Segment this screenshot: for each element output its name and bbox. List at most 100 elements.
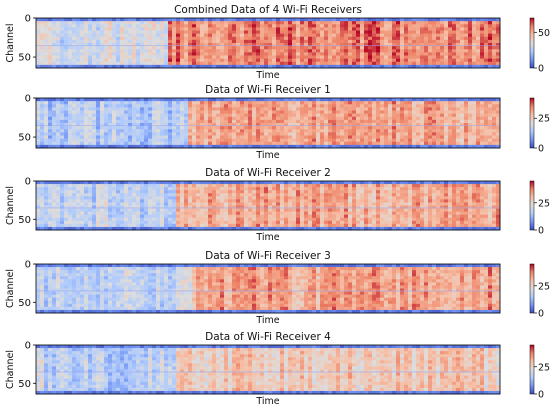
heatmap-cell [60, 205, 65, 209]
heatmap-cell [168, 36, 173, 41]
heatmap-cell [484, 126, 489, 130]
heatmap-cell [288, 58, 293, 63]
heatmap-cell [188, 55, 193, 60]
heatmap-cell [408, 126, 413, 130]
heatmap-cell [260, 126, 265, 130]
heatmap-cell [116, 39, 121, 44]
heatmap-cell [256, 132, 261, 136]
heatmap-cell [212, 43, 217, 47]
heatmap-cell [176, 211, 181, 216]
heatmap-cell [264, 49, 269, 53]
heatmap-cell [52, 116, 57, 121]
heatmap-cell [176, 33, 181, 38]
heatmap-cell [272, 193, 277, 197]
heatmap-cell [144, 202, 149, 206]
heatmap-cell [348, 113, 353, 118]
heatmap-cell [264, 55, 269, 60]
heatmap-cell [196, 27, 201, 31]
heatmap-cell [336, 101, 341, 105]
heatmap-cell [88, 52, 93, 56]
heatmap-cell [456, 107, 461, 111]
heatmap-cell [200, 58, 205, 63]
heatmap-cell [344, 101, 349, 105]
heatmap-cell [92, 199, 97, 203]
heatmap-cell [308, 129, 313, 133]
heatmap-cell [364, 144, 369, 149]
heatmap-cell [144, 30, 149, 35]
heatmap-cell [256, 126, 261, 130]
heatmap-cell [456, 104, 461, 108]
heatmap-cell [316, 110, 321, 115]
heatmap-cell [212, 27, 217, 31]
heatmap-cell [196, 43, 201, 47]
heatmap-cell [116, 196, 121, 200]
heatmap-cell [196, 98, 201, 102]
heatmap-cell [108, 30, 113, 35]
heatmap-cell [56, 220, 61, 225]
heatmap-cell [280, 110, 285, 115]
heatmap-cell [68, 184, 73, 188]
heatmap-cell [164, 202, 169, 206]
heatmap-cell [308, 52, 313, 56]
heatmap-cell [220, 132, 225, 136]
heatmap-cell [168, 202, 173, 206]
heatmap-cell [348, 18, 353, 22]
heatmap-cell [248, 193, 253, 197]
heatmap-cell [284, 187, 289, 191]
heatmap-cell [176, 205, 181, 209]
heatmap-cell [472, 18, 477, 22]
heatmap-cell [296, 193, 301, 197]
heatmap-cell [168, 181, 173, 185]
heatmap-cell [344, 226, 349, 231]
heatmap-cell [104, 223, 109, 228]
heatmap-cell [172, 61, 177, 66]
heatmap-cell [456, 119, 461, 124]
heatmap-cell [360, 107, 365, 111]
heatmap-cell [456, 49, 461, 53]
heatmap-cell [364, 24, 369, 28]
heatmap-cell [104, 202, 109, 206]
heatmap-cell [128, 43, 133, 47]
heatmap-cell [124, 116, 129, 121]
heatmap-cell [384, 104, 389, 108]
heatmap-cell [360, 98, 365, 102]
heatmap-cell [144, 138, 149, 143]
heatmap-cell [68, 39, 73, 44]
heatmap-cell [68, 46, 73, 50]
heatmap-cell [164, 64, 169, 69]
heatmap-cell [192, 226, 197, 231]
heatmap-cell [232, 30, 237, 35]
heatmap-cell [232, 39, 237, 44]
heatmap-cell [260, 104, 265, 108]
heatmap-cell [92, 193, 97, 197]
heatmap-cell [336, 144, 341, 149]
heatmap-cell [372, 123, 377, 127]
heatmap-cell [380, 33, 385, 38]
heatmap-cell [176, 18, 181, 22]
heatmap-cell [276, 208, 281, 213]
heatmap-cell [208, 61, 213, 66]
heatmap-cell [232, 205, 237, 209]
heatmap-cell [388, 141, 393, 146]
heatmap-cell [184, 36, 189, 41]
heatmap-cell [216, 184, 221, 188]
heatmap-cell [152, 46, 157, 50]
heatmap-cell [160, 226, 165, 231]
heatmap-cell [160, 52, 165, 56]
heatmap-cell [460, 27, 465, 31]
heatmap-cell [188, 27, 193, 31]
heatmap-cell [104, 58, 109, 63]
heatmap-cell [380, 132, 385, 136]
heatmap-cell [64, 144, 69, 149]
heatmap-cell [68, 61, 73, 66]
heatmap-cell [216, 24, 221, 28]
heatmap-cell [272, 36, 277, 41]
heatmap-cell [136, 116, 141, 121]
heatmap-cell [324, 199, 329, 203]
heatmap-cell [272, 141, 277, 146]
heatmap-cell [476, 110, 481, 115]
heatmap-cell [488, 119, 493, 124]
heatmap-cell [36, 101, 41, 105]
heatmap-cell [232, 187, 237, 191]
heatmap-cell [40, 184, 45, 188]
